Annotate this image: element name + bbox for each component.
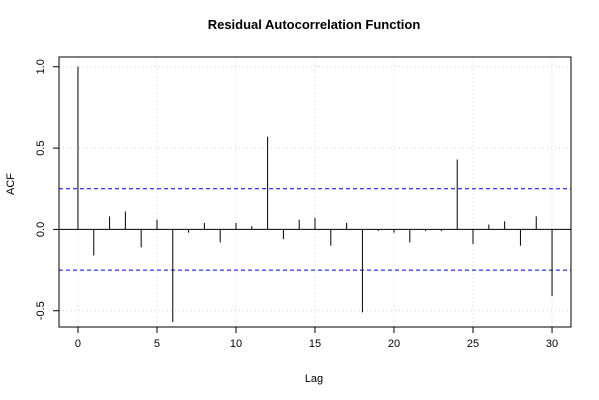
y-axis: -0.5 0.0 0.5 1.0 xyxy=(35,59,60,320)
x-tick-label: 25 xyxy=(467,338,479,350)
x-tick-label: 0 xyxy=(75,338,81,350)
x-axis: 0 5 10 15 20 25 30 xyxy=(75,326,558,350)
x-tick-label: 10 xyxy=(230,338,242,350)
x-tick-label: 5 xyxy=(154,338,160,350)
y-tick-label: 0.5 xyxy=(35,140,47,155)
acf-spikes xyxy=(77,66,553,323)
y-tick-label: 0.0 xyxy=(35,222,47,237)
y-tick-label: 1.0 xyxy=(35,59,47,74)
y-axis-label: ACF xyxy=(5,173,17,195)
x-axis-label: Lag xyxy=(305,373,323,385)
y-tick-label: -0.5 xyxy=(35,301,47,320)
x-tick-label: 20 xyxy=(388,338,400,350)
confidence-bounds xyxy=(59,188,571,271)
grid-layer xyxy=(59,57,571,327)
x-tick-label: 30 xyxy=(546,338,558,350)
chart-title: Residual Autocorrelation Function xyxy=(208,17,421,32)
x-tick-label: 15 xyxy=(309,338,321,350)
